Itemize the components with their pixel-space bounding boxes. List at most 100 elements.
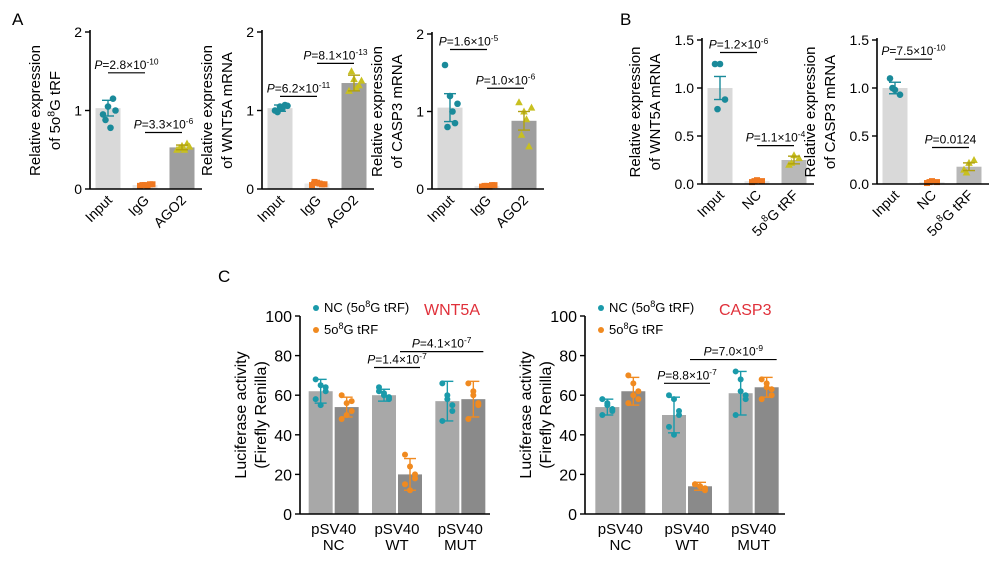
panel-letter-a: A <box>12 10 24 29</box>
y-tick-label: 20 <box>274 467 292 484</box>
y-axis-label-line1: Relative expression <box>627 47 644 178</box>
y-tick-label: 1.0 <box>675 80 695 96</box>
bar-nc <box>595 407 620 514</box>
data-point <box>107 124 114 132</box>
bar-trf <box>754 387 779 514</box>
y-axis-label: Luciferase activity (Firefly Renilla) <box>518 351 555 478</box>
y-tick-label: 80 <box>274 349 292 366</box>
x-tick-label: pSV40 <box>374 521 419 538</box>
y-tick-label: 2 <box>74 24 82 40</box>
data-point <box>759 178 765 185</box>
data-point <box>525 142 533 150</box>
data-point <box>279 104 286 112</box>
data-point <box>348 408 355 415</box>
x-tick-label: MUT <box>444 537 477 554</box>
panel-letter-b: B <box>620 10 631 29</box>
data-point <box>144 182 151 189</box>
data-point <box>441 61 449 69</box>
bar-trf <box>461 399 486 514</box>
x-tick-label: NC <box>609 537 631 554</box>
y-tick-label: 0.5 <box>850 128 870 144</box>
y-axis-label-line2: of 5o8G tRF <box>45 71 64 150</box>
y-axis-label-line2: of CASP3 mRNA <box>822 55 839 169</box>
data-point <box>321 181 328 188</box>
p-value-label: P=7.5×10-10 <box>881 43 946 59</box>
y-tick-label: 0 <box>74 181 82 197</box>
y-tick-label: 0.0 <box>675 176 695 192</box>
data-point <box>926 179 933 186</box>
legend-marker <box>313 327 319 333</box>
data-point <box>711 60 719 68</box>
y-tick-label: 0.5 <box>675 128 695 144</box>
x-tick-label: AGO2 <box>322 192 361 231</box>
bar-trf <box>334 407 359 514</box>
data-point <box>716 60 724 68</box>
chart-7: 020406080100pSV40NCpSV40WTpSV40MUTLucife… <box>518 299 785 554</box>
data-point <box>402 481 408 488</box>
data-point <box>768 386 775 393</box>
x-tick-label: 5o8G tRF <box>923 187 976 240</box>
data-point <box>454 100 461 108</box>
p-value-label: P=0.0124 <box>925 133 977 147</box>
x-tick-label: pSV40 <box>438 521 483 538</box>
y-axis-label-line1: Luciferase activity <box>233 351 250 478</box>
legend-label: NC (5o8G tRF) <box>609 299 694 315</box>
data-point <box>357 76 366 84</box>
data-point <box>274 108 281 116</box>
data-point <box>451 119 459 127</box>
chart-6: 020406080100pSV40NCpSV40WTpSV40MUTLucife… <box>233 299 490 554</box>
x-tick-label: AGO2 <box>492 192 531 231</box>
y-tick-label: 1 <box>416 104 424 120</box>
y-axis-label: Relative expression of WNT5A mRNA <box>627 47 664 178</box>
legend-label: 5o8G tRF <box>324 321 378 337</box>
x-tick-label: NC <box>323 537 345 554</box>
p-value-label: P=2.8×10-10 <box>94 56 159 72</box>
y-tick-label: 0 <box>416 181 424 197</box>
data-point <box>348 398 355 405</box>
data-point <box>481 182 488 189</box>
y-tick-label: 0 <box>568 507 577 524</box>
y-axis-label-line1: Luciferase activity <box>518 351 535 478</box>
x-tick-label: NC <box>738 187 764 213</box>
data-point <box>970 156 978 163</box>
x-tick-label: WT <box>675 537 698 554</box>
y-tick-label: 20 <box>559 467 577 484</box>
data-point <box>475 400 482 407</box>
p-value-label: P=7.0×10-9 <box>704 343 764 359</box>
x-tick-label: 5o8G tRF <box>748 187 801 240</box>
y-tick-label: 60 <box>274 388 292 405</box>
data-point <box>386 394 392 401</box>
bar-input <box>707 88 733 184</box>
data-point <box>449 408 456 415</box>
y-tick-label: 1.5 <box>675 32 695 48</box>
p-value-label: P=1.2×10-6 <box>709 36 769 52</box>
p-value-label: P=1.0×10-6 <box>476 72 536 88</box>
data-point <box>896 91 904 99</box>
data-point <box>491 182 498 189</box>
y-tick-label: 40 <box>274 428 292 445</box>
x-tick-label: MUT <box>737 537 770 554</box>
x-tick-label: AGO2 <box>150 192 189 231</box>
data-point <box>412 475 418 482</box>
data-point <box>635 388 642 395</box>
data-point <box>284 102 291 110</box>
data-point <box>676 408 682 415</box>
data-point <box>515 98 523 106</box>
legend-label: 5o8G tRF <box>609 321 663 337</box>
y-tick-label: 0.0 <box>850 176 870 192</box>
p-value-label: P=1.4×10-7 <box>367 351 427 367</box>
bar-ago2 <box>511 120 537 189</box>
y-tick-label: 80 <box>559 349 577 366</box>
panel-letter-c: C <box>218 267 230 286</box>
x-tick-label: WT <box>385 537 408 554</box>
data-point <box>444 123 451 131</box>
p-value-label: P=3.3×10-6 <box>134 116 194 132</box>
x-tick-label: IgG <box>467 192 494 219</box>
y-tick-label: 0 <box>246 181 254 197</box>
data-point <box>666 423 672 430</box>
bar-ago2 <box>341 83 367 189</box>
